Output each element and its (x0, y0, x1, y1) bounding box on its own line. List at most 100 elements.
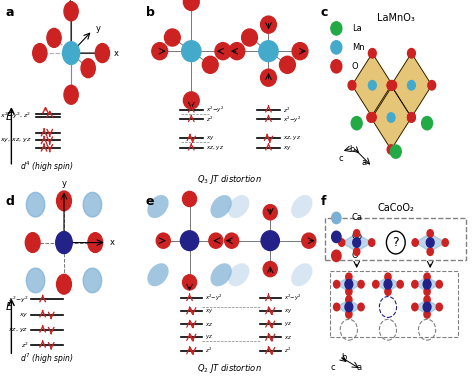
Circle shape (64, 2, 78, 21)
Text: a: a (362, 158, 367, 167)
Ellipse shape (147, 263, 169, 286)
Text: $x^2$$-$$y^2$, $z^2$: $x^2$$-$$y^2$, $z^2$ (0, 110, 31, 121)
Ellipse shape (228, 263, 249, 286)
Circle shape (390, 145, 401, 158)
Text: Ca: Ca (352, 213, 363, 222)
Text: O: O (352, 62, 359, 71)
Text: E: E (6, 302, 13, 312)
Text: $z^2$: $z^2$ (284, 346, 292, 355)
Circle shape (384, 302, 392, 312)
Circle shape (181, 231, 199, 251)
Circle shape (202, 56, 218, 73)
Text: e: e (146, 195, 154, 208)
Circle shape (367, 113, 374, 122)
Text: $xz$, $yz$: $xz$, $yz$ (283, 134, 301, 143)
Circle shape (353, 238, 361, 247)
Circle shape (64, 85, 78, 104)
Circle shape (26, 268, 45, 293)
Text: $Q_2$ JT distortion: $Q_2$ JT distortion (198, 362, 262, 375)
Circle shape (345, 280, 353, 289)
Circle shape (421, 117, 433, 130)
Text: y: y (95, 24, 100, 33)
Text: $z^2$: $z^2$ (20, 340, 28, 349)
Ellipse shape (291, 263, 312, 286)
Ellipse shape (210, 195, 232, 218)
Circle shape (164, 29, 180, 46)
Circle shape (263, 262, 277, 277)
Text: x: x (114, 49, 119, 58)
Circle shape (95, 44, 109, 63)
Circle shape (331, 60, 342, 73)
Text: $xy$: $xy$ (205, 307, 214, 315)
Circle shape (25, 233, 40, 252)
Text: c: c (339, 154, 343, 163)
Text: Mn: Mn (352, 43, 365, 52)
Text: a: a (357, 363, 362, 371)
Circle shape (346, 296, 352, 303)
Circle shape (368, 113, 376, 122)
Text: $yz$: $yz$ (205, 333, 213, 341)
Text: $xy$: $xy$ (283, 144, 292, 152)
Text: O: O (352, 251, 359, 260)
Polygon shape (337, 299, 361, 315)
Text: $x^2$$-$$y^2$: $x^2$$-$$y^2$ (283, 114, 302, 125)
Text: d: d (6, 195, 15, 208)
Text: $xy$: $xy$ (19, 310, 28, 319)
Circle shape (412, 239, 419, 246)
Circle shape (368, 80, 376, 90)
Text: z: z (69, 0, 73, 4)
Circle shape (338, 239, 345, 246)
Text: $xy$: $xy$ (206, 134, 215, 143)
Circle shape (183, 0, 199, 10)
Text: $z^2$: $z^2$ (283, 105, 291, 114)
Text: f: f (321, 195, 326, 208)
Text: $x^2$$-$$y^2$: $x^2$$-$$y^2$ (284, 292, 302, 303)
Circle shape (348, 80, 356, 90)
Circle shape (302, 233, 316, 248)
Text: $x^2$$-$$y^2$: $x^2$$-$$y^2$ (8, 294, 28, 305)
Circle shape (26, 193, 45, 217)
Text: b: b (349, 145, 355, 153)
Text: $z^2$: $z^2$ (205, 346, 212, 355)
Circle shape (424, 288, 430, 296)
Polygon shape (371, 86, 411, 150)
Circle shape (412, 280, 418, 288)
Ellipse shape (228, 195, 249, 218)
Circle shape (354, 230, 360, 237)
Circle shape (183, 92, 199, 109)
Text: $x^2$$-$$y^2$: $x^2$$-$$y^2$ (206, 105, 225, 115)
Circle shape (81, 59, 95, 78)
Text: c: c (321, 6, 328, 19)
Circle shape (209, 233, 223, 248)
Circle shape (331, 41, 342, 54)
Circle shape (83, 268, 101, 293)
Circle shape (33, 44, 47, 63)
Circle shape (261, 231, 279, 251)
Text: b: b (146, 6, 155, 19)
Circle shape (387, 145, 395, 154)
Circle shape (387, 113, 395, 122)
Text: $Q_3$ JT distortion: $Q_3$ JT distortion (198, 173, 262, 186)
Circle shape (332, 250, 341, 262)
Circle shape (332, 212, 341, 224)
Circle shape (215, 43, 231, 60)
Circle shape (259, 41, 278, 61)
Circle shape (63, 42, 80, 64)
Text: a: a (6, 6, 14, 19)
Circle shape (331, 22, 342, 35)
Circle shape (442, 239, 448, 246)
Text: b: b (341, 353, 346, 362)
Text: $z^2$: $z^2$ (206, 115, 213, 124)
Circle shape (156, 233, 170, 248)
Circle shape (389, 80, 397, 90)
Polygon shape (352, 53, 392, 117)
Circle shape (424, 311, 430, 318)
Circle shape (427, 248, 433, 255)
Polygon shape (415, 233, 445, 252)
Text: $d^7$ (high spin): $d^7$ (high spin) (20, 352, 74, 366)
Text: y: y (62, 179, 66, 188)
Circle shape (408, 80, 415, 90)
Text: E: E (6, 113, 13, 122)
Circle shape (280, 56, 295, 73)
Circle shape (182, 275, 197, 290)
